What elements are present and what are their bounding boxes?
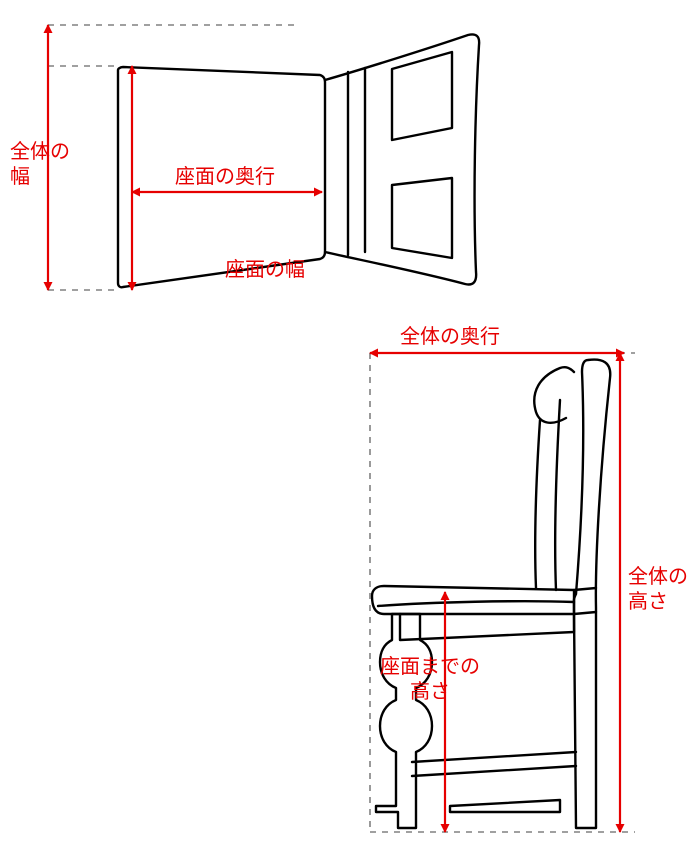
label-seat-depth: 座面の奥行 bbox=[175, 165, 275, 190]
label-seat-height: 座面までの 高さ bbox=[380, 655, 480, 705]
dimension-diagram bbox=[0, 0, 690, 863]
label-overall-width: 全体の 幅 bbox=[10, 140, 70, 190]
label-overall-depth: 全体の奥行 bbox=[400, 325, 500, 350]
label-overall-height: 全体の 高さ bbox=[628, 565, 688, 615]
chair-side-view-sketch bbox=[372, 360, 610, 828]
chair-top-view-sketch bbox=[118, 34, 479, 287]
dimension-lines bbox=[48, 25, 624, 832]
label-seat-width: 座面の幅 bbox=[225, 258, 305, 283]
guide-lines bbox=[48, 25, 635, 832]
